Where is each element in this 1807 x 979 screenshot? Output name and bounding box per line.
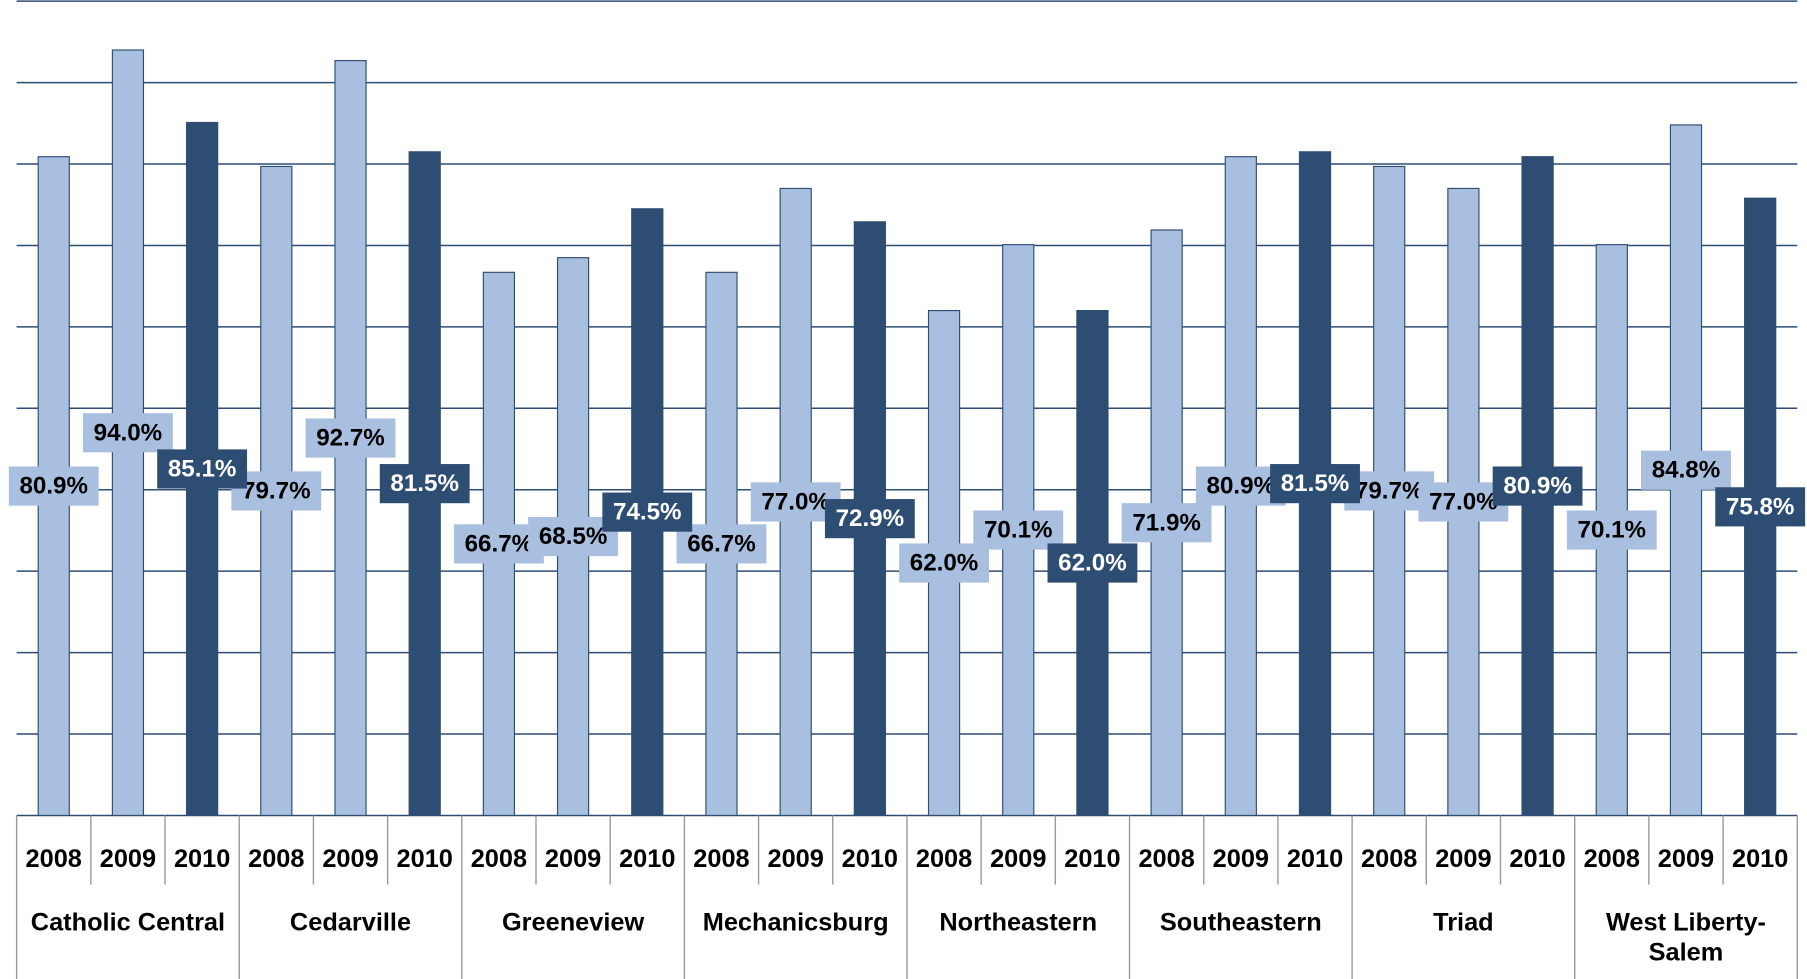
year-label: 2010: [174, 845, 230, 873]
year-label: 2008: [1361, 845, 1417, 873]
year-label: 2010: [1287, 845, 1343, 873]
label-bg: [602, 492, 693, 532]
label-bg: [1270, 464, 1360, 504]
year-label: 2008: [916, 845, 972, 873]
data-label: 80.9%: [19, 473, 88, 500]
year-label: 2009: [100, 845, 156, 873]
category-label: Greeneview: [501, 907, 645, 937]
data-label: 79.7%: [242, 477, 311, 504]
data-label: 74.5%: [613, 499, 682, 526]
year-label: 2010: [1509, 845, 1565, 873]
data-label: 85.1%: [168, 456, 237, 483]
year-label: 2009: [1213, 845, 1269, 873]
data-label: 71.9%: [1132, 509, 1201, 536]
year-label: 2008: [693, 845, 749, 873]
category-label: Mechanicsburg: [702, 907, 889, 937]
data-label: 68.5%: [539, 523, 608, 550]
year-label: 2010: [1064, 845, 1120, 873]
category-label: Southeastern: [1159, 907, 1322, 937]
year-label: 2008: [26, 845, 82, 873]
category-label-box: Northeastern: [939, 907, 1098, 937]
year-label: 2009: [545, 845, 601, 873]
label-bg: [973, 510, 1064, 550]
label-bg: [8, 466, 99, 506]
year-label: 2010: [619, 845, 675, 873]
category-label: Northeastern: [939, 907, 1098, 937]
year-label: 2009: [767, 845, 823, 873]
year-label: 2008: [248, 845, 304, 873]
data-label: 62.0%: [910, 550, 979, 577]
data-label: 66.7%: [687, 530, 756, 557]
year-label: 2009: [322, 845, 378, 873]
label-bg: [83, 413, 173, 453]
category-label-box: Southeastern: [1159, 907, 1322, 937]
category-label-box: Catholic Central: [30, 907, 226, 937]
year-label: 2010: [842, 845, 898, 873]
label-bg: [305, 418, 396, 458]
category-label: Cedarville: [289, 907, 412, 937]
label-bg: [1492, 466, 1583, 506]
label-bg: [1641, 450, 1731, 490]
data-label: 66.7%: [465, 530, 534, 557]
category-label: West Liberty-Salem: [1605, 907, 1766, 967]
data-label: 77.0%: [761, 488, 830, 515]
category-label: Catholic Central: [30, 907, 226, 937]
label-bg: [1715, 487, 1806, 527]
year-label: 2010: [1732, 845, 1788, 873]
data-label: 81.5%: [390, 470, 459, 497]
label-bg: [1047, 543, 1138, 583]
category-label-box: West Liberty-Salem: [1605, 907, 1766, 967]
category-label: Triad: [1433, 907, 1494, 937]
data-label: 70.1%: [984, 517, 1053, 544]
data-label: 81.5%: [1281, 470, 1350, 497]
label-bg: [379, 464, 470, 504]
year-label: 2009: [1435, 845, 1491, 873]
label-bg: [157, 449, 248, 489]
category-label-box: Cedarville: [289, 907, 412, 937]
label-bg: [899, 543, 989, 583]
year-label: 2008: [1138, 845, 1194, 873]
data-label: 80.9%: [1207, 473, 1276, 500]
label-bg: [824, 499, 915, 539]
data-label: 79.7%: [1355, 477, 1424, 504]
year-label: 2008: [1584, 845, 1640, 873]
category-label-box: Greeneview: [501, 907, 645, 937]
year-label: 2009: [990, 845, 1046, 873]
year-label: 2009: [1658, 845, 1714, 873]
data-label: 72.9%: [836, 505, 905, 532]
year-label: 2008: [471, 845, 527, 873]
data-label: 70.1%: [1578, 517, 1647, 544]
label-bg: [1566, 510, 1657, 550]
category-label-box: Triad: [1433, 907, 1494, 937]
data-label: 92.7%: [316, 425, 385, 452]
year-label: 2010: [397, 845, 453, 873]
data-label: 77.0%: [1429, 488, 1498, 515]
data-label: 80.9%: [1503, 473, 1572, 500]
data-label: 84.8%: [1652, 457, 1721, 484]
label-bg: [1121, 503, 1212, 543]
data-label: 94.0%: [94, 419, 163, 446]
category-label-box: Mechanicsburg: [702, 907, 889, 937]
data-label: 75.8%: [1726, 493, 1795, 520]
data-label: 62.0%: [1058, 550, 1127, 577]
